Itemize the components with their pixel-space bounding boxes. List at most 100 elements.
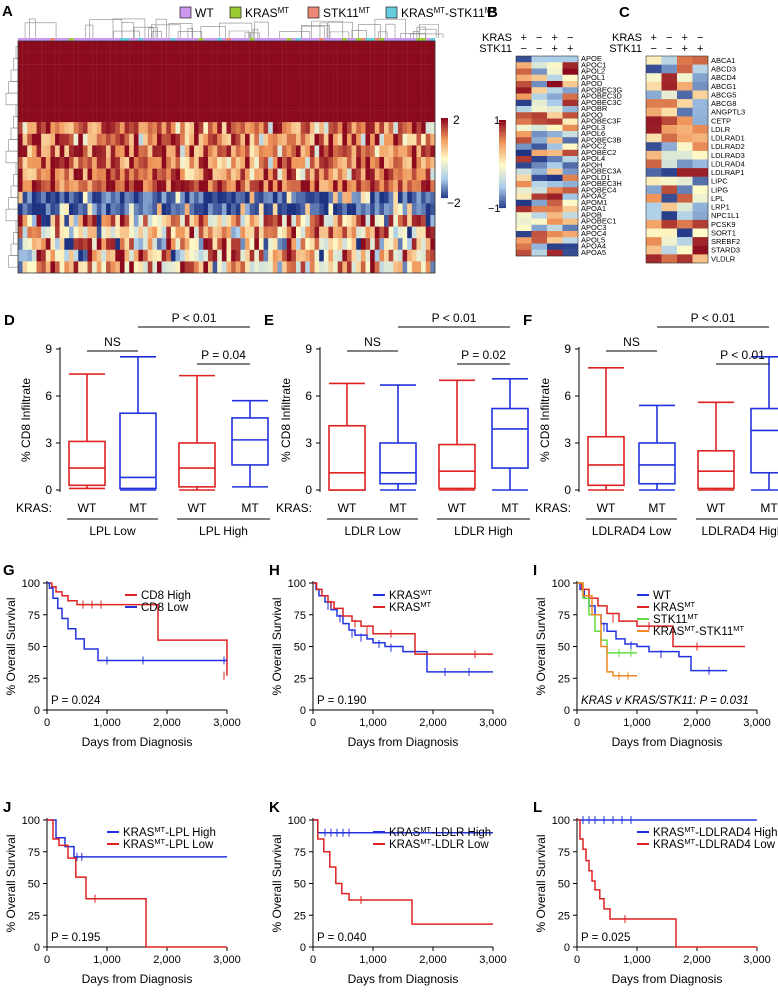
heatmap-cell (207, 64, 213, 76)
heatmap-cell (41, 52, 46, 65)
heatmap-cell (309, 122, 315, 134)
y-tick-label: 3 (305, 436, 312, 450)
heatmap-cell (346, 145, 352, 158)
heatmap-cell (203, 249, 209, 262)
heatmap-cell (129, 133, 134, 146)
heatmap-cell (96, 52, 102, 65)
heatmap-cell (189, 238, 195, 250)
heatmap-cell (342, 145, 348, 158)
colorbar-step (499, 175, 506, 178)
heatmap-cell (18, 41, 23, 53)
heatmap-cell (133, 203, 139, 216)
gene-heat-cell (646, 107, 662, 117)
heatmap-cell (240, 133, 246, 146)
heatmap-cell (388, 41, 394, 53)
gene-heat-cell (677, 142, 693, 152)
gene-heat-cell (661, 202, 678, 212)
sample-annotation (254, 38, 260, 43)
heatmap-cell (365, 226, 371, 239)
heatmap-cell (370, 64, 375, 76)
colorbar-step (441, 158, 448, 161)
heatmap-cell (277, 145, 283, 158)
heatmap-cell (360, 249, 366, 262)
heatmap-cell (147, 87, 153, 100)
heatmap-cell (180, 203, 185, 216)
heatmap-cell (78, 145, 84, 158)
gene-heat-cell (531, 231, 548, 238)
colorbar-step (441, 130, 448, 133)
heatmap-cell (272, 75, 278, 88)
heatmap-cell (152, 75, 158, 88)
gene-heat-cell (516, 87, 532, 94)
colorbar-step (499, 139, 506, 143)
heatmap-cell (27, 41, 33, 53)
heatmap-cell (397, 261, 403, 274)
heatmap-cell (328, 87, 334, 100)
legend-label: CD8 High (141, 590, 191, 602)
heatmap-cell (272, 249, 278, 262)
heatmap-cell (231, 87, 236, 100)
colorbar-step (499, 205, 506, 209)
heatmap-cell (31, 157, 37, 169)
box-iqr (491, 407, 529, 469)
gene-heat-cell (531, 237, 548, 244)
gene-heat-cell (547, 231, 563, 238)
heatmap-cell (314, 145, 320, 158)
heatmap-cell (351, 99, 357, 111)
heatmap-cell (143, 41, 148, 53)
colorbar-step (499, 131, 506, 134)
heatmap-cell (305, 110, 311, 123)
colorbar-step (441, 142, 448, 145)
group-label: LPL High (199, 524, 248, 538)
colorbar-step (499, 172, 506, 176)
heatmap-cell (370, 99, 375, 111)
heatmap-cell (296, 215, 301, 227)
heatmap-cell (258, 99, 264, 111)
heatmap-cell (92, 203, 97, 216)
heatmap-cell (263, 215, 269, 227)
gene-heat-cell (562, 149, 579, 157)
heatmap-cell (101, 203, 107, 216)
heatmap-cell (184, 180, 190, 192)
heatmap-cell (393, 215, 399, 227)
gene-heat-cell (516, 143, 532, 150)
gene-heat-cell (646, 228, 662, 238)
legend-label: KRASMT-LPL Low (123, 837, 214, 851)
heatmap-cell (175, 226, 181, 239)
colorbar-step (499, 188, 506, 191)
heatmap-cell (379, 203, 385, 216)
gene-heat-cell (547, 87, 563, 94)
heatmap-cell (194, 122, 199, 134)
heatmap-cell (346, 64, 352, 76)
heatmap-cell (152, 226, 158, 239)
heatmap-cell (286, 180, 292, 192)
y-axis-label: % CD8 Infiltrate (279, 378, 293, 462)
heatmap-cell (314, 133, 320, 146)
stk11-sign: − (666, 43, 672, 55)
heatmap-cell (157, 145, 162, 158)
gene-heat-cell (677, 185, 693, 195)
heatmap-cell (240, 87, 246, 100)
sample-annotation (263, 38, 269, 43)
heatmap-cell (263, 122, 269, 134)
heatmap-cell (101, 87, 107, 100)
heatmap-cell (78, 157, 84, 169)
heatmap-cell (365, 145, 371, 158)
heatmap-cell (106, 41, 111, 53)
heatmap-cell (147, 203, 153, 216)
heatmap-cell (189, 122, 195, 134)
heatmap-cell (240, 157, 246, 169)
heatmap-cell (55, 64, 60, 76)
heatmap-cell (36, 157, 42, 169)
heatmap-cell (101, 249, 107, 262)
gene-heat-cell (516, 81, 532, 88)
heatmap-cell (351, 87, 357, 100)
heatmap-cell (309, 261, 315, 274)
heatmap-cell (203, 238, 209, 250)
heatmap-cell (147, 52, 153, 65)
heatmap-cell (282, 238, 287, 250)
heatmap-cell (365, 215, 371, 227)
y-tick-label: 100 (552, 815, 570, 827)
heatmap-cell (384, 238, 389, 250)
heatmap-cell (416, 110, 422, 123)
